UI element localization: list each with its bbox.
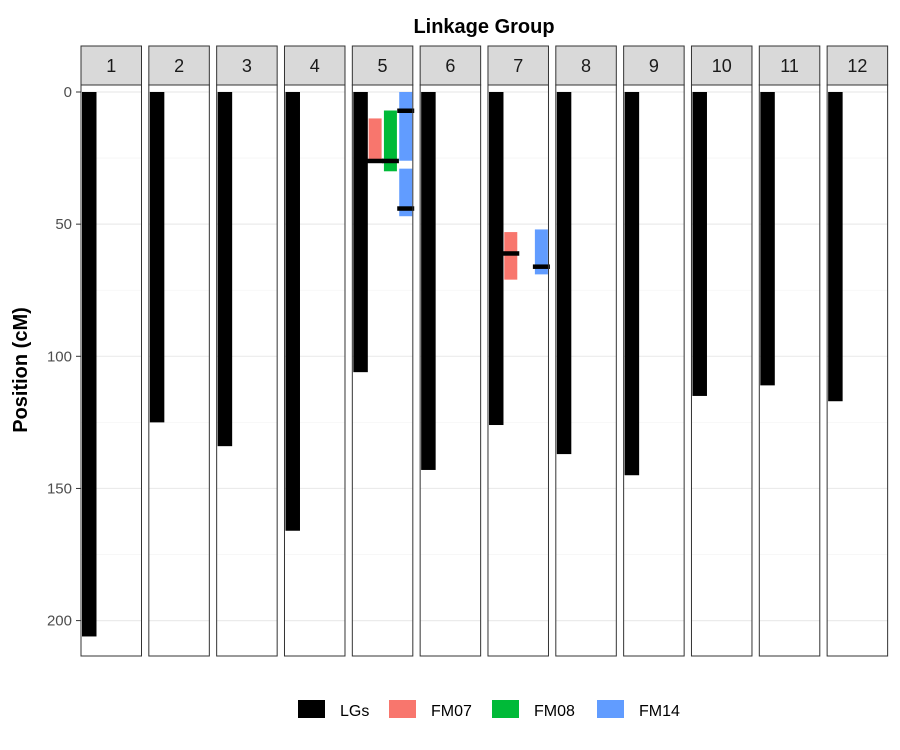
facet-strip [623,45,685,86]
legend-label: FM14 [639,703,680,720]
facet-panel-3: 3 [216,45,278,657]
qtl-peak-marker [366,158,384,164]
facet-panel-12: 12 [826,45,889,657]
facet-label: 8 [581,56,591,76]
legend-label: LGs [340,703,369,720]
legend-swatch [492,700,519,718]
qtl-peak-marker [502,251,520,256]
qtl-bar-fm07 [504,232,518,280]
panel-border [419,84,482,657]
facet-label: 6 [445,56,455,76]
facet-panel-9: 9 [623,45,685,657]
lg-bar [760,92,775,386]
legend: LGs FM07 FM08 FM14 [298,700,680,720]
panel-border [487,84,549,657]
facet-strip [283,45,346,86]
legend-item-lgs: LGs [298,700,369,720]
facet-label: 11 [780,56,799,76]
panel-border [148,84,210,657]
lg-bar [828,92,843,402]
facet-panel-4: 4 [283,45,346,657]
facet-strip [758,45,821,86]
lg-bar [353,92,368,373]
y-tick-label: 200 [47,613,72,630]
facet-strip [351,45,414,86]
y-tick-label: 100 [47,348,72,365]
facet-panel-8: 8 [555,45,617,657]
panel-border [216,84,278,657]
facet-strip [690,45,753,86]
facet-panel-7: 7 [487,45,550,657]
legend-swatch [597,700,624,718]
panel-border [826,84,889,657]
panel-border [555,84,617,657]
facet-panel-6: 6 [419,45,482,657]
facet-panels: 1 2 3 4 5 6 7 8 9 10 11 12 [80,45,889,657]
lg-bar [488,92,504,426]
panel-border [690,84,753,657]
qtl-bar-fm08 [383,110,397,172]
lg-bar [421,92,436,470]
facet-panel-11: 11 [758,45,821,657]
facet-strip [80,45,142,86]
facet-panel-2: 2 [148,45,210,657]
facet-label: 3 [242,56,252,76]
legend-label: FM08 [534,703,575,720]
panel-border [758,84,821,657]
lg-bar [624,92,640,476]
legend-label: FM07 [431,703,472,720]
y-tick-label: 50 [55,216,72,233]
facet-label: 4 [310,56,320,76]
facet-label: 12 [847,56,867,76]
legend-item-fm14: FM14 [597,700,680,720]
qtl-peak-marker [532,264,550,269]
facet-label: 2 [174,56,184,76]
facet-panel-1: 1 [80,45,142,657]
facet-strip [487,45,549,86]
panel-border [283,84,346,657]
panel-border [351,84,414,657]
lg-bar [82,92,97,637]
lg-bar [217,92,233,447]
facet-label: 1 [106,56,116,76]
legend-item-fm08: FM08 [492,700,575,720]
facet-panel-10: 10 [690,45,753,657]
legend-swatch [298,700,325,718]
lg-bar [692,92,707,396]
panel-border [80,84,142,657]
facet-strip [826,45,889,86]
facet-label: 9 [649,56,659,76]
facet-panel-5: 5 [351,45,415,657]
lg-bar [149,92,165,423]
lg-bar [285,92,300,531]
facet-strip [148,45,210,86]
facet-label: 10 [712,56,732,76]
facet-label: 7 [513,56,523,76]
qtl-bar-fm14 [534,229,548,275]
qtl-peak-marker [397,206,415,211]
chart-title: Linkage Group [413,16,554,38]
qtl-peak-marker [397,108,415,114]
qtl-bar-fm07 [368,118,382,161]
legend-item-fm07: FM07 [389,700,472,720]
y-tick-label: 0 [64,84,72,101]
qtl-bar-fm14 [399,168,413,217]
qtl-bar-fm14 [399,92,413,161]
y-tick-label: 150 [47,480,72,497]
panel-border [623,84,685,657]
y-axis: 0 50 100 150 200 [47,84,81,630]
y-axis-title: Position (cM) [10,307,32,433]
qtl-peak-marker [381,158,399,164]
facet-label: 5 [378,56,388,76]
legend-swatch [389,700,416,718]
lg-bar [556,92,572,455]
facet-strip [419,45,482,86]
